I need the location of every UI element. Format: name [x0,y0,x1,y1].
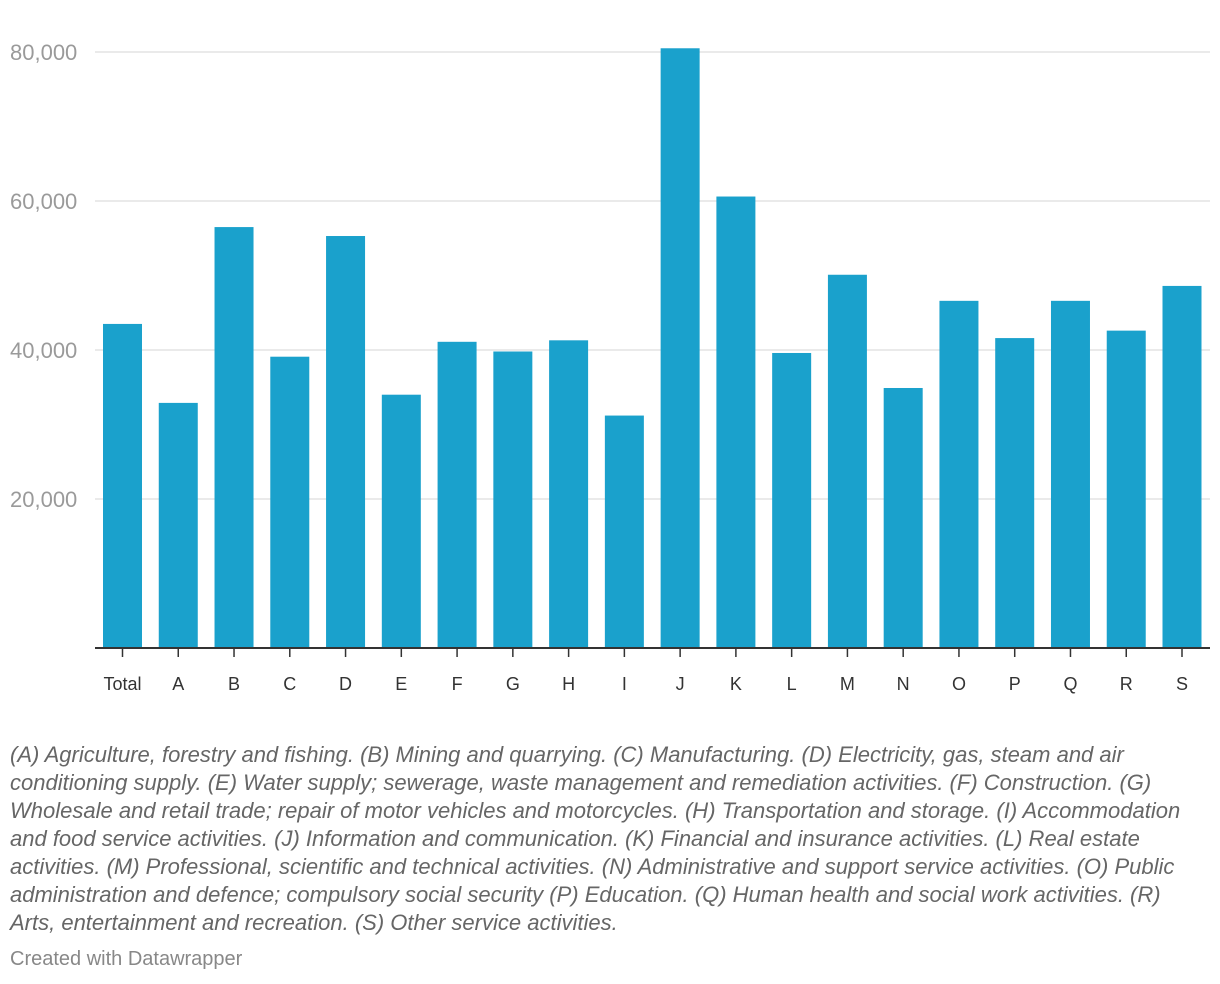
bars [103,48,1202,648]
x-tick-label: O [952,674,966,694]
bar-q[interactable] [1050,300,1090,648]
x-tick-label: G [506,674,520,694]
bar-chart: 20,000 40,000 60,000 80,000 Total A B C D E F G H I J… [10,40,1210,694]
bar-d[interactable] [326,236,366,648]
y-tick-label: 20,000 [10,487,77,512]
bar-b[interactable] [214,227,254,648]
x-tick-label: C [283,674,296,694]
x-tick-label: J [676,674,685,694]
y-axis: 20,000 40,000 60,000 80,000 [10,40,77,512]
x-tick-label: A [172,674,184,694]
bar-c[interactable] [270,356,310,648]
x-tick-label: Total [103,674,141,694]
x-tick-label: K [730,674,742,694]
bar-s[interactable] [1162,285,1202,648]
x-tick-label: P [1009,674,1021,694]
x-tick-label: B [228,674,240,694]
bar-f[interactable] [437,341,477,648]
x-tick-label: E [395,674,407,694]
bar-g[interactable] [493,351,533,648]
x-tick-label: R [1120,674,1133,694]
bar-l[interactable] [772,352,812,648]
bar-a[interactable] [158,402,198,648]
bar-m[interactable] [827,274,867,648]
y-tick-label: 80,000 [10,40,77,65]
gridlines [95,51,1210,500]
bar-o[interactable] [939,300,979,648]
x-tick-label: D [339,674,352,694]
bar-j[interactable] [660,48,700,648]
bar-h[interactable] [549,340,589,648]
x-tick-label: N [897,674,910,694]
y-tick-label: 60,000 [10,189,77,214]
x-tick-label: F [452,674,463,694]
x-tick-label: M [840,674,855,694]
x-tick-label: H [562,674,575,694]
bar-i[interactable] [604,415,644,648]
bar-p[interactable] [995,338,1035,648]
x-tick-label: Q [1063,674,1077,694]
bar-total[interactable] [103,323,142,648]
credit-link[interactable]: Created with Datawrapper [10,948,243,970]
x-tick-label: I [622,674,627,694]
bar-k[interactable] [716,196,756,648]
category-notes: (A) Agriculture, forestry and fishing. (… [10,742,1181,935]
bar-r[interactable] [1106,330,1146,648]
x-tick-label: L [787,674,797,694]
x-axis: Total A B C D E F G H I J K L M N O P Q R S [95,647,1210,694]
x-tick-label: S [1176,674,1188,694]
bar-e[interactable] [381,394,421,648]
y-tick-label: 40,000 [10,338,77,363]
bar-n[interactable] [883,387,923,648]
